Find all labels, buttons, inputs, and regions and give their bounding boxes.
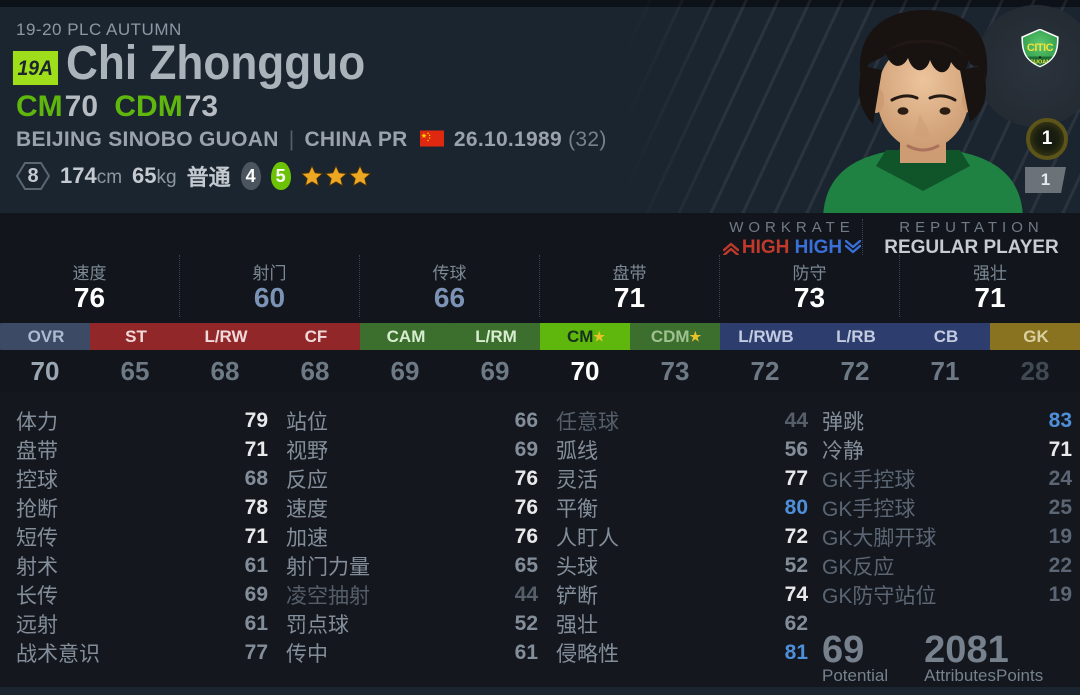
svg-text:CITIC: CITIC — [1027, 42, 1054, 54]
